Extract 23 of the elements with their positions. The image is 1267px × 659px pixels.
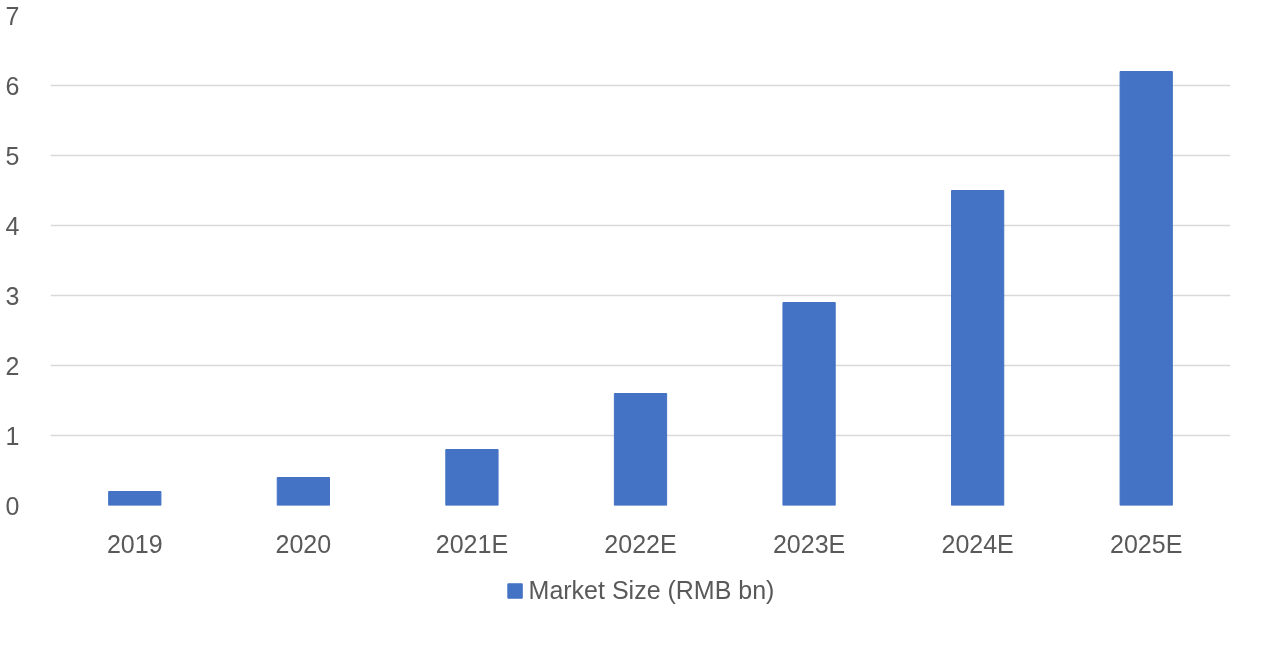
y-tick-label: 4 [5, 211, 20, 240]
x-tick-label: 2023E [772, 529, 846, 558]
bar [108, 491, 162, 506]
y-tick-label: 2 [5, 351, 20, 380]
x-tick-label: 2021E [435, 529, 509, 558]
bar [445, 449, 499, 506]
x-tick-label: 2020 [275, 529, 332, 558]
y-tick-label: 3 [5, 281, 20, 310]
legend-label: Market Size (RMB bn) [528, 575, 775, 605]
bar [951, 190, 1005, 506]
bar [1119, 71, 1173, 506]
x-tick-label: 2024E [941, 529, 1014, 558]
x-tick-label: 2019 [106, 529, 163, 558]
y-tick-label: 6 [5, 71, 20, 100]
bar [276, 477, 330, 506]
x-tick-label: 2022E [604, 529, 677, 558]
bar [613, 393, 668, 506]
y-tick-label: 1 [5, 421, 20, 450]
bar [782, 302, 836, 506]
y-tick-label: 5 [5, 141, 20, 170]
x-tick-label: 2025E [1110, 529, 1183, 558]
y-tick-label: 7 [5, 1, 20, 30]
y-tick-label: 0 [5, 491, 20, 520]
